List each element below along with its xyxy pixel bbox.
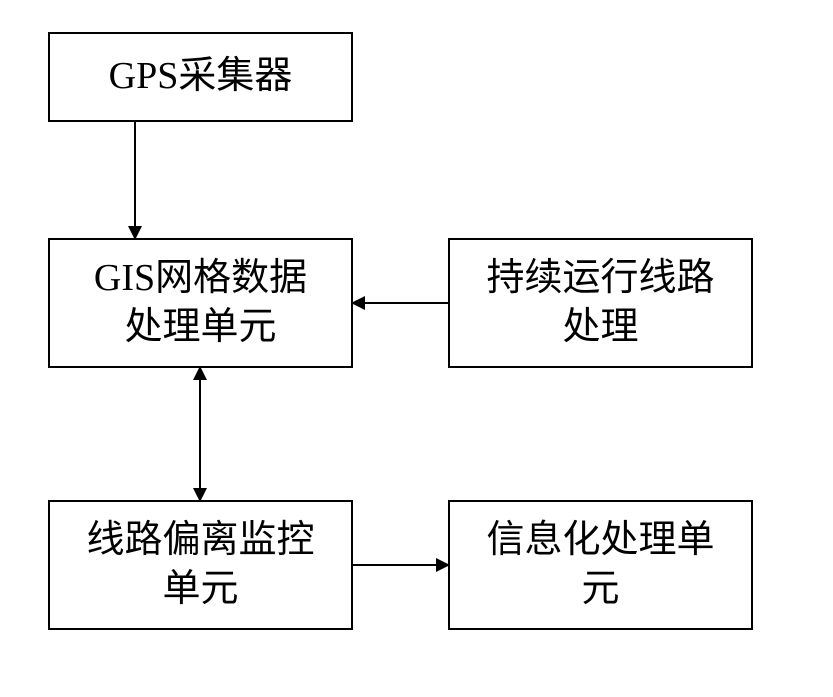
flowchart-node-gps-collector: GPS采集器	[48, 32, 353, 122]
flowchart-node-info-processing: 信息化处理单 元	[448, 500, 753, 630]
node-label: 线路偏离监控 单元	[86, 516, 314, 615]
node-label: 持续运行线路 处理	[486, 254, 714, 353]
node-label: GIS网格数据 处理单元	[94, 254, 307, 353]
flowchart-node-gis-grid-data: GIS网格数据 处理单元	[48, 238, 353, 368]
node-label: GPS采集器	[109, 52, 293, 101]
node-label: 信息化处理单 元	[486, 516, 714, 615]
flowchart-node-continuous-line: 持续运行线路 处理	[448, 238, 753, 368]
flowchart-node-line-deviation: 线路偏离监控 单元	[48, 500, 353, 630]
